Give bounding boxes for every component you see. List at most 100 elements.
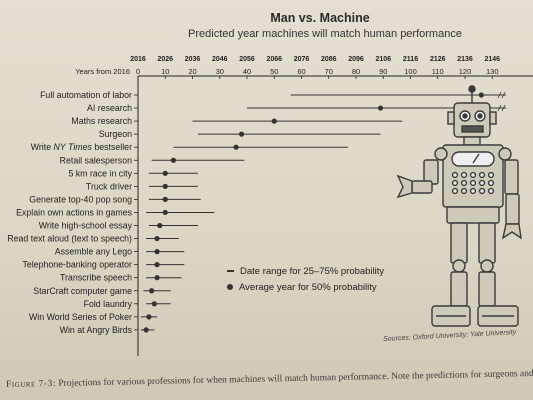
- average-dot: [154, 262, 160, 268]
- offset-tick-label: 90: [379, 67, 387, 76]
- robot-illustration: [396, 85, 522, 327]
- offset-tick-label: 50: [270, 67, 278, 76]
- category-label: Win World Series of Poker: [29, 312, 132, 322]
- average-dot: [162, 196, 168, 202]
- chart-subtitle: Predicted year machines will match human…: [188, 28, 462, 40]
- robot-chest-button: [469, 187, 477, 195]
- robot-right-pupil: [477, 113, 483, 119]
- robot-chest-button: [451, 171, 459, 179]
- axis-break-mark: [501, 104, 506, 112]
- year-tick-label: 2086: [321, 56, 337, 63]
- robot-left-pupil: [462, 113, 468, 119]
- average-dot: [154, 275, 160, 281]
- robot-chest-button: [469, 171, 477, 179]
- robot-left-ear: [447, 111, 455, 125]
- offset-tick-label: 10: [161, 67, 169, 76]
- legend-item-average: Average year for 50% probability: [227, 279, 384, 295]
- category-label: Retail salesperson: [60, 155, 132, 165]
- robot-waist: [446, 206, 500, 224]
- offset-tick-label: 80: [352, 67, 360, 76]
- year-tick-label: 2016: [130, 56, 146, 63]
- year-tick-label: 2096: [348, 56, 364, 63]
- offset-tick-label: 40: [243, 67, 251, 76]
- chart-title: Man vs. Machine: [270, 11, 370, 25]
- axis-break-mark: [497, 104, 502, 112]
- robot-gauge: [451, 151, 495, 167]
- category-label: Write high-school essay: [39, 221, 133, 231]
- legend-item-range: Date range for 25–75% probability: [227, 263, 384, 279]
- robot-gauge-needle: [472, 153, 480, 164]
- year-tick-label: 2036: [185, 56, 201, 63]
- year-tick-label: 2046: [212, 56, 228, 63]
- year-tick-label: 2106: [375, 56, 391, 63]
- legend-dot-marker: [227, 284, 233, 290]
- robot-right-upper-arm: [504, 159, 519, 195]
- robot-right-forearm: [505, 193, 520, 225]
- chart-legend: Date range for 25–75% probability Averag…: [227, 263, 384, 295]
- year-tick-label: 2056: [239, 56, 255, 63]
- robot-chest-button: [487, 179, 495, 187]
- category-label: Transcribe speech: [60, 273, 132, 283]
- average-dot: [162, 183, 168, 189]
- offset-tick-label: 30: [216, 67, 224, 76]
- robot-antenna-tip: [468, 85, 476, 93]
- robot-right-thigh: [478, 222, 496, 264]
- average-dot: [149, 288, 155, 294]
- x-axis-label: Years from 2016: [75, 67, 130, 76]
- robot-chest-button: [451, 179, 459, 187]
- axis-break-mark: [497, 91, 502, 99]
- robot-right-shin: [478, 271, 496, 307]
- category-label: Surgeon: [99, 129, 132, 139]
- robot-left-claw: [396, 174, 413, 199]
- year-tick-label: 2116: [403, 56, 418, 63]
- average-dot: [233, 144, 239, 150]
- year-tick-label: 2026: [157, 56, 173, 63]
- year-tick-label: 2066: [266, 56, 282, 63]
- average-dot: [377, 105, 384, 111]
- category-label: Telephone-banking operator: [22, 260, 132, 270]
- robot-right-knee: [480, 259, 494, 273]
- year-tick-label: 2126: [430, 56, 446, 63]
- offset-tick-label: 120: [459, 67, 472, 76]
- average-dot: [154, 235, 160, 242]
- legend-label-average: Average year for 50% probability: [239, 281, 377, 293]
- offset-tick-label: 0: [136, 67, 140, 76]
- robot-right-claw: [501, 223, 522, 240]
- category-label: Read text aloud (text to speech): [7, 234, 132, 244]
- category-label: Explain own actions in games: [16, 207, 132, 217]
- offset-tick-label: 20: [188, 67, 196, 76]
- year-tick-label: 2146: [484, 56, 500, 63]
- robot-chest-button: [451, 187, 459, 195]
- offset-tick-label: 110: [432, 67, 444, 76]
- legend-label-range: Date range for 25–75% probability: [240, 265, 385, 277]
- robot-left-shin: [450, 271, 468, 307]
- average-dot: [154, 249, 160, 255]
- average-dot: [271, 118, 277, 124]
- year-tick-label: 2076: [294, 56, 310, 63]
- category-label: Generate top-40 pop song: [29, 194, 132, 204]
- robot-left-thigh: [450, 222, 468, 264]
- average-dot: [146, 314, 152, 320]
- average-dot: [157, 222, 163, 229]
- category-label: Fold laundry: [84, 299, 133, 309]
- robot-chest-button: [478, 171, 486, 179]
- figure-label: Figure 7-3:: [6, 378, 57, 390]
- axis-break-mark: [501, 91, 506, 99]
- year-tick-label: 2136: [457, 56, 473, 63]
- category-label: 5 km race in city: [68, 168, 132, 178]
- category-label: Write NY Times bestseller: [31, 142, 132, 152]
- robot-chest-button: [460, 171, 468, 179]
- category-label: Maths research: [71, 116, 132, 126]
- average-dot: [143, 327, 149, 333]
- robot-chest-button: [478, 187, 486, 195]
- average-dot: [238, 131, 245, 137]
- average-dot: [162, 209, 168, 216]
- offset-tick-label: 60: [297, 67, 305, 76]
- robot-right-ear: [489, 111, 497, 125]
- robot-chest-button: [478, 179, 486, 187]
- category-label: Full automation of labor: [40, 90, 132, 100]
- average-dot: [151, 301, 157, 307]
- robot-chest-button: [460, 187, 468, 195]
